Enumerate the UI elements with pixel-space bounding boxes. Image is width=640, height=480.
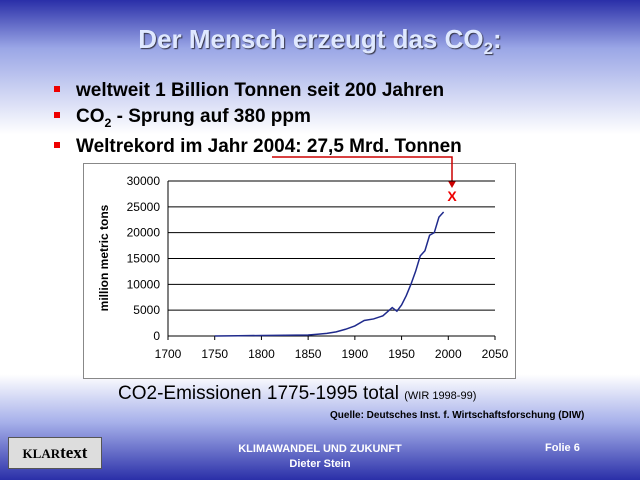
title-text: Der Mensch erzeugt das CO bbox=[138, 24, 484, 54]
annotation: X bbox=[447, 188, 457, 204]
x-tick-label: 2000 bbox=[435, 347, 462, 361]
footer-line: Dieter Stein bbox=[289, 458, 351, 470]
x-tick-label: 2050 bbox=[482, 347, 509, 361]
chart-box bbox=[83, 163, 516, 379]
bullet-text: CO bbox=[76, 106, 105, 127]
x-tick-label: 1850 bbox=[295, 347, 322, 361]
caption: CO2-Emissionen 1775-1995 total (WIR 1998… bbox=[118, 383, 476, 405]
x-tick-label: 1800 bbox=[248, 347, 275, 361]
x-tick-label: 1950 bbox=[388, 347, 415, 361]
data-line bbox=[214, 211, 445, 337]
bullet-text: - Sprung auf 380 ppm bbox=[111, 106, 311, 127]
slide-number: Folie 6 bbox=[545, 442, 580, 454]
caption-note: (WIR 1998-99) bbox=[404, 390, 477, 402]
bullet: weltweit 1 Billion Tonnen seit 200 Jahre… bbox=[54, 80, 445, 102]
bullet: CO2 - Sprung auf 380 ppm bbox=[54, 106, 311, 130]
y-axis-label: million metric tons bbox=[97, 204, 111, 311]
arrow-head bbox=[448, 181, 456, 188]
title-sub: 2 bbox=[483, 39, 494, 59]
x-tick-label: 1700 bbox=[155, 347, 182, 361]
y-tick-label: 30000 bbox=[127, 174, 161, 188]
y-tick-label: 20000 bbox=[127, 226, 161, 240]
bullet-text: Weltrekord im Jahr 2004: 27,5 Mrd. Tonne… bbox=[76, 136, 462, 157]
logo-b: text bbox=[60, 443, 88, 462]
bullet: Weltrekord im Jahr 2004: 27,5 Mrd. Tonne… bbox=[54, 136, 462, 158]
y-tick-label: 10000 bbox=[127, 277, 161, 291]
bullet-sub: 2 bbox=[104, 115, 112, 130]
y-tick-label: 25000 bbox=[127, 200, 161, 214]
bullet-text: weltweit 1 Billion Tonnen seit 200 Jahre… bbox=[76, 80, 445, 101]
x-tick-label: 1750 bbox=[201, 347, 228, 361]
footer: KLIMAWANDEL UND ZUKUNFT Dieter Stein bbox=[0, 442, 640, 472]
source: Quelle: Deutsches Inst. f. Wirtschaftsfo… bbox=[330, 410, 585, 421]
footer-line: KLIMAWANDEL UND ZUKUNFT bbox=[238, 443, 402, 455]
logo-a: KLAR bbox=[22, 446, 61, 461]
caption-text: CO2-Emissionen 1775-1995 total bbox=[118, 383, 399, 404]
slide-title: Der Mensch erzeugt das CO2: bbox=[0, 24, 640, 59]
y-tick-label: 5000 bbox=[133, 303, 160, 317]
y-tick-label: 15000 bbox=[127, 252, 161, 266]
title-end: : bbox=[493, 24, 502, 54]
logo: KLARtext bbox=[8, 437, 102, 469]
y-tick-label: 0 bbox=[153, 329, 160, 343]
x-tick-label: 1900 bbox=[342, 347, 369, 361]
annotation-arrow bbox=[272, 156, 453, 183]
